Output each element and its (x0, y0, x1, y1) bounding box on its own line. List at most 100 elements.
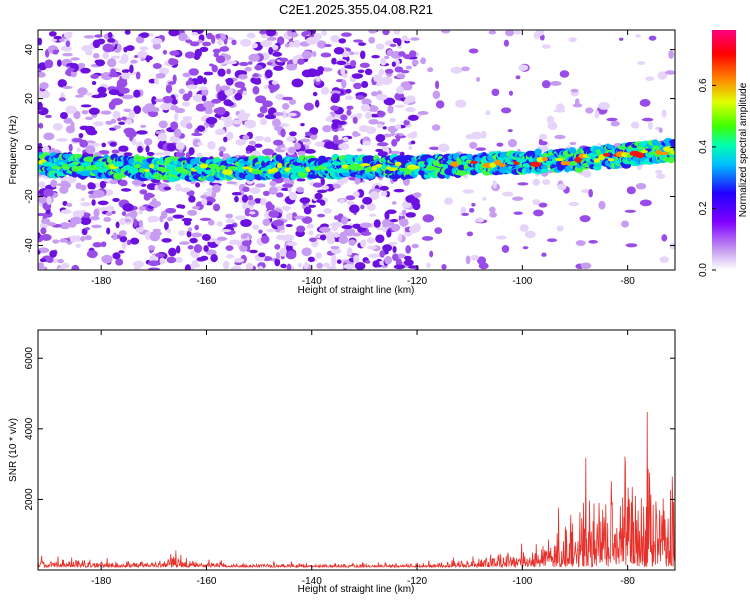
heatmap-cell (469, 141, 478, 149)
heatmap-x-tick-label: -140 (302, 276, 322, 287)
heatmap-cell (366, 203, 376, 211)
heatmap-cell (280, 263, 287, 269)
heatmap-cell (656, 173, 666, 179)
heatmap-cell (501, 245, 510, 253)
heatmap-cell (59, 238, 66, 243)
heatmap-cell (304, 132, 313, 136)
heatmap-cell (43, 132, 55, 141)
heatmap-ridge-cell (149, 163, 155, 169)
heatmap-cell (234, 215, 247, 221)
heatmap-cell (83, 156, 96, 163)
heatmap-cell (70, 216, 82, 225)
heatmap-cell (275, 251, 281, 260)
heatmap-cell (582, 170, 592, 178)
heatmap-panel: -180 -160 -140 -120 -100 -80 -40 -20 0 20 40 Heig… (8, 29, 676, 296)
heatmap-cell (155, 253, 165, 258)
heatmap-cell (524, 230, 536, 239)
heatmap-cell (393, 264, 406, 270)
heatmap-cell (178, 230, 186, 236)
heatmap-cell (116, 117, 122, 122)
heatmap-cell (391, 61, 396, 67)
heatmap-cell (107, 38, 116, 43)
heatmap-cell (275, 154, 283, 162)
heatmap-cell (38, 250, 41, 255)
heatmap-cell (358, 42, 366, 46)
heatmap-cell (139, 189, 148, 195)
heatmap-cell (231, 192, 242, 196)
heatmap-cell (241, 113, 251, 117)
heatmap-cell (375, 133, 386, 143)
heatmap-cell (118, 59, 128, 64)
heatmap-cell (69, 235, 78, 243)
heatmap-cell (382, 30, 390, 36)
heatmap-cell (314, 192, 323, 200)
heatmap-cell (312, 51, 317, 57)
heatmap-cell (639, 98, 651, 107)
heatmap-cell (376, 227, 384, 231)
heatmap-cell (111, 210, 116, 215)
heatmap-cell (491, 88, 500, 97)
heatmap-cell (68, 143, 73, 152)
heatmap-cell (161, 238, 172, 243)
heatmap-cell (559, 70, 570, 78)
heatmap-cell (168, 247, 177, 257)
heatmap-cell (89, 216, 100, 221)
heatmap-cell (159, 215, 164, 223)
heatmap-cell (130, 59, 138, 64)
heatmap-cell (307, 256, 315, 263)
heatmap-cell (482, 196, 487, 201)
heatmap-cell (610, 121, 620, 127)
heatmap-cell (201, 234, 211, 241)
heatmap-cell (377, 151, 388, 157)
heatmap-cell (271, 44, 279, 51)
heatmap-cell (462, 189, 475, 194)
heatmap-cell (179, 187, 192, 193)
heatmap-cell (172, 74, 177, 83)
heatmap-cell (234, 81, 246, 88)
heatmap-cell (181, 101, 191, 107)
heatmap-cell (349, 60, 357, 67)
heatmap-cell (331, 119, 341, 124)
heatmap-cell (85, 92, 93, 96)
heatmap-cell (410, 140, 416, 145)
snr-x-tick-label: -120 (407, 576, 427, 587)
heatmap-cell (635, 34, 642, 38)
heatmap-cell (56, 59, 62, 67)
heatmap-cell (470, 131, 483, 140)
heatmap-cell (332, 231, 340, 238)
colorbar-tick-label: 0.4 (698, 140, 709, 154)
heatmap-cell (56, 138, 68, 142)
heatmap-cell (340, 216, 349, 225)
heatmap-ridge-cell (321, 162, 333, 167)
heatmap-cell (128, 110, 136, 119)
heatmap-ridge-cell (338, 167, 345, 174)
heatmap-cell (301, 247, 312, 257)
heatmap-cell (411, 59, 419, 66)
heatmap-cell (648, 35, 657, 41)
heatmap-cell (352, 131, 359, 138)
heatmap-cell (389, 43, 397, 48)
heatmap-cell (391, 201, 397, 205)
heatmap-cell (211, 190, 217, 199)
heatmap-cell (255, 183, 266, 188)
heatmap-cell (400, 70, 410, 74)
heatmap-cell (123, 46, 128, 53)
heatmap-cell (340, 114, 348, 121)
heatmap-ridge-cell (47, 163, 58, 168)
heatmap-cell (441, 264, 447, 270)
heatmap-cell (389, 117, 397, 123)
heatmap-cell (238, 74, 248, 80)
heatmap-y-label: Frequency (Hz) (8, 116, 19, 185)
heatmap-cell (178, 32, 188, 41)
heatmap-cell (81, 110, 89, 115)
heatmap-cell (390, 128, 396, 137)
heatmap-ridge-cell (494, 159, 501, 166)
heatmap-ridge-cell (389, 167, 397, 172)
heatmap-cell (630, 121, 640, 129)
heatmap-cell (293, 39, 301, 48)
heatmap-cell (112, 197, 120, 202)
heatmap-ridge-cell (560, 160, 568, 166)
heatmap-ridge-cell (658, 151, 669, 155)
heatmap-ridge-cell (461, 161, 468, 166)
